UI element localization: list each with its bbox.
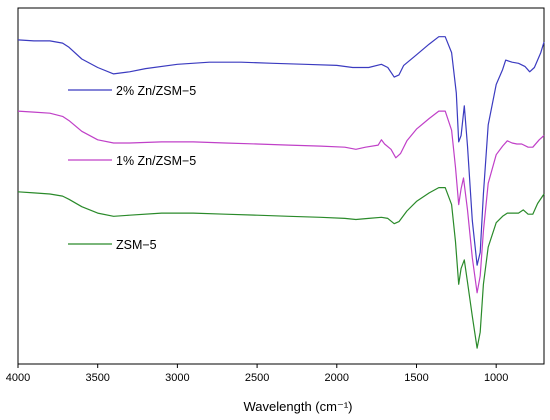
series-line-0 (17, 36, 545, 266)
series-line-1 (17, 110, 545, 294)
series-line-2 (17, 187, 545, 349)
series-layer (17, 36, 545, 349)
x-tick-label-3: 2500 (245, 372, 269, 384)
plot-frame (17, 7, 545, 365)
x-tick-label-2: 3000 (165, 372, 189, 384)
legend-label-0: 2% Zn/ZSM−5 (116, 84, 196, 98)
legend-label-2: ZSM−5 (116, 238, 157, 252)
legend-label-1: 1% Zn/ZSM−5 (116, 154, 196, 168)
x-axis-title: Wavelength (cm⁻¹) (244, 399, 353, 414)
x-tick-label-5: 1500 (404, 372, 428, 384)
legend: 2% Zn/ZSM−5 1% Zn/ZSM−5 ZSM−5 (68, 84, 196, 252)
x-tick-label-6: 1000 (484, 372, 508, 384)
x-tick-label-1: 3500 (85, 372, 109, 384)
x-tick-label-4: 2000 (325, 372, 349, 384)
x-tick-label-0: 4000 (6, 372, 30, 384)
x-axis-ticks: 4000 3500 3000 2500 2000 1500 1000 (6, 364, 508, 384)
